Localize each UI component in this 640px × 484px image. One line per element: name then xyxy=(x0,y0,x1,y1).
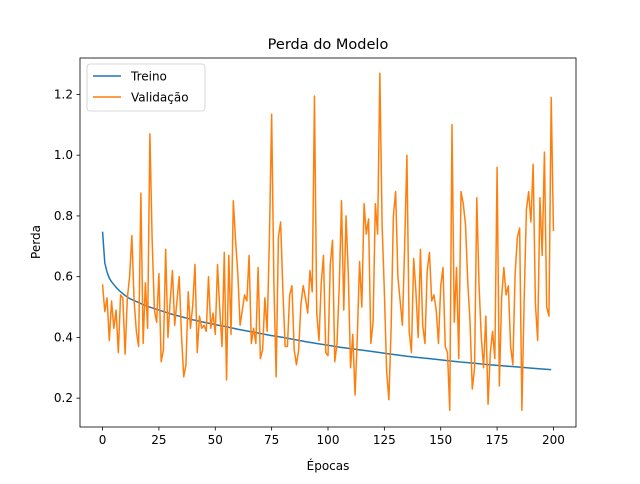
x-axis-label: Épocas xyxy=(307,458,350,473)
x-tick-label: 175 xyxy=(486,433,509,447)
legend-label: Treino xyxy=(130,70,167,84)
series-line-validacao xyxy=(101,72,555,412)
y-tick-label: 1.0 xyxy=(54,148,73,162)
chart-title: Perda do Modelo xyxy=(268,37,389,53)
y-tick-label: 0.4 xyxy=(54,330,73,344)
legend-label: Validação xyxy=(131,91,189,105)
y-axis-label: Perda xyxy=(29,225,43,259)
plot-layer: 0 25 50 75 100 125 150 175 200 0.2 0.4 0.6 0.8 1.0 1.2 xyxy=(54,57,577,447)
y-tick-label: 0.8 xyxy=(54,209,73,223)
x-tick-label: 0 xyxy=(99,433,107,447)
x-tick-label: 100 xyxy=(317,433,340,447)
x-tick-label: 50 xyxy=(208,433,223,447)
series-line-treino xyxy=(101,231,552,371)
x-tick-label: 25 xyxy=(151,433,166,447)
y-tick-label: 1.2 xyxy=(54,87,73,101)
x-tick-label: 150 xyxy=(429,433,452,447)
y-tick-label: 0.2 xyxy=(54,391,73,405)
x-tick-label: 75 xyxy=(264,433,279,447)
x-tick-label: 200 xyxy=(542,433,565,447)
chart-legend: Treino Validação xyxy=(86,63,206,112)
y-tick-label: 0.6 xyxy=(54,270,73,284)
x-tick-label: 125 xyxy=(373,433,396,447)
